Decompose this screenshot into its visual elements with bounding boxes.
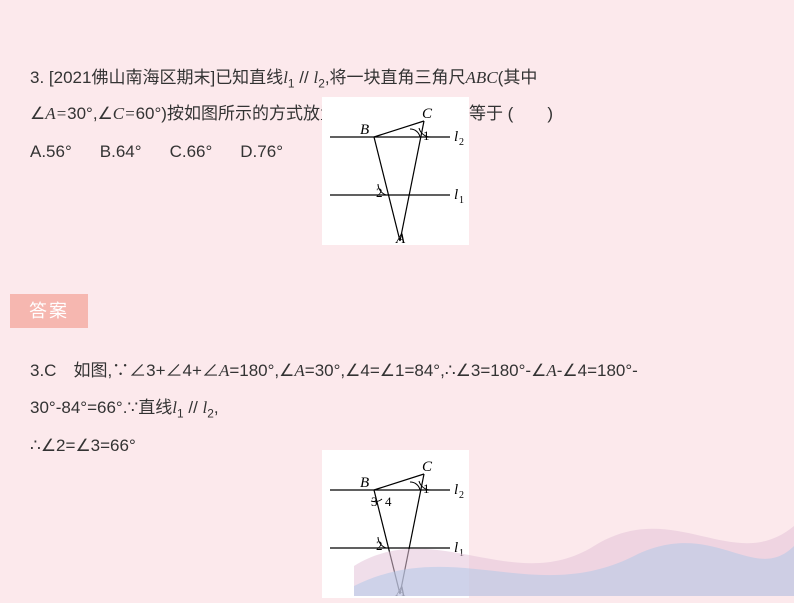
ans-s1: 1 bbox=[177, 407, 184, 421]
answer-line-1: 3.C 如图,∵∠3+∠4+∠A=180°,∠A=30°,∠4=∠1=84°,∴… bbox=[30, 361, 638, 380]
svg-text:l: l bbox=[454, 187, 458, 203]
abc-label: ABC bbox=[466, 68, 498, 87]
ans-t1: =180°,∠ bbox=[229, 361, 294, 380]
ans-s2: 2 bbox=[207, 407, 214, 421]
answer-figure: BCA1234l2l1 bbox=[322, 450, 469, 598]
svg-text:C: C bbox=[422, 106, 433, 122]
answer-block: 3.C 如图,∵∠3+∠4+∠A=180°,∠A=30°,∠4=∠1=84°,∴… bbox=[30, 352, 770, 464]
ans-t3: -∠4=180°- bbox=[557, 361, 638, 380]
svg-text:l: l bbox=[454, 482, 458, 498]
ans-t2: =30°,∠4=∠1=84°,∴∠3=180°-∠ bbox=[305, 361, 547, 380]
option-d: D.76° bbox=[240, 134, 283, 170]
svg-text:1: 1 bbox=[423, 128, 430, 143]
l1-sub: 1 bbox=[288, 76, 295, 90]
svg-text:2: 2 bbox=[376, 185, 383, 200]
c-label: C= bbox=[113, 104, 136, 123]
svg-text:l: l bbox=[454, 540, 458, 556]
option-b: B.64° bbox=[100, 134, 142, 170]
svg-text:1: 1 bbox=[459, 195, 464, 206]
ans-l2b: , bbox=[214, 398, 219, 417]
stem-part-1: 已知直线 bbox=[215, 68, 283, 87]
ans-a1: A bbox=[219, 361, 229, 380]
answer-label: 答案 bbox=[10, 294, 88, 328]
ans-a3: A bbox=[546, 361, 556, 380]
option-a: A.56° bbox=[30, 134, 72, 170]
ans-par: // bbox=[184, 398, 203, 417]
parallel-symbol: // bbox=[295, 68, 314, 87]
angle-a-val: 30°,∠ bbox=[67, 104, 113, 123]
question-source: [2021佛山南海区期末] bbox=[49, 68, 215, 87]
svg-text:2: 2 bbox=[459, 490, 464, 501]
svg-text:4: 4 bbox=[385, 494, 392, 509]
angle-a-pre: ∠ bbox=[30, 104, 45, 123]
svg-text:1: 1 bbox=[459, 548, 464, 559]
svg-text:l: l bbox=[454, 129, 458, 145]
ans-pre: 3.C 如图,∵∠3+∠4+∠ bbox=[30, 361, 219, 380]
question-line-1: 3. [2021佛山南海区期末]已知直线l1 // l2,将一块直角三角尺ABC… bbox=[30, 60, 770, 96]
svg-text:B: B bbox=[360, 475, 369, 491]
question-number: 3. bbox=[30, 68, 44, 87]
svg-text:1: 1 bbox=[423, 481, 430, 496]
l2-sub: 2 bbox=[318, 76, 325, 90]
question-figure: BCA12l2l1 bbox=[322, 97, 469, 245]
figure-2-svg: BCA1234l2l1 bbox=[322, 450, 469, 598]
option-c: C.66° bbox=[170, 134, 213, 170]
svg-text:B: B bbox=[360, 122, 369, 138]
svg-text:2: 2 bbox=[459, 137, 464, 148]
ans-l2a: 30°-84°=66°.∵直线 bbox=[30, 398, 172, 417]
ans-a2: A bbox=[294, 361, 304, 380]
figure-1-svg: BCA12l2l1 bbox=[322, 97, 469, 245]
stem-part-2: ,将一块直角三角尺 bbox=[325, 68, 466, 87]
svg-text:A: A bbox=[395, 231, 406, 245]
svg-text:C: C bbox=[422, 459, 433, 475]
svg-text:2: 2 bbox=[376, 538, 383, 553]
stem-part-3: (其中 bbox=[498, 68, 538, 87]
answer-line-2: 30°-84°=66°.∵直线l1 // l2, bbox=[30, 398, 219, 417]
a-label: A= bbox=[45, 104, 67, 123]
svg-text:3: 3 bbox=[371, 494, 378, 509]
answer-line-3: ∴∠2=∠3=66° bbox=[30, 436, 136, 455]
